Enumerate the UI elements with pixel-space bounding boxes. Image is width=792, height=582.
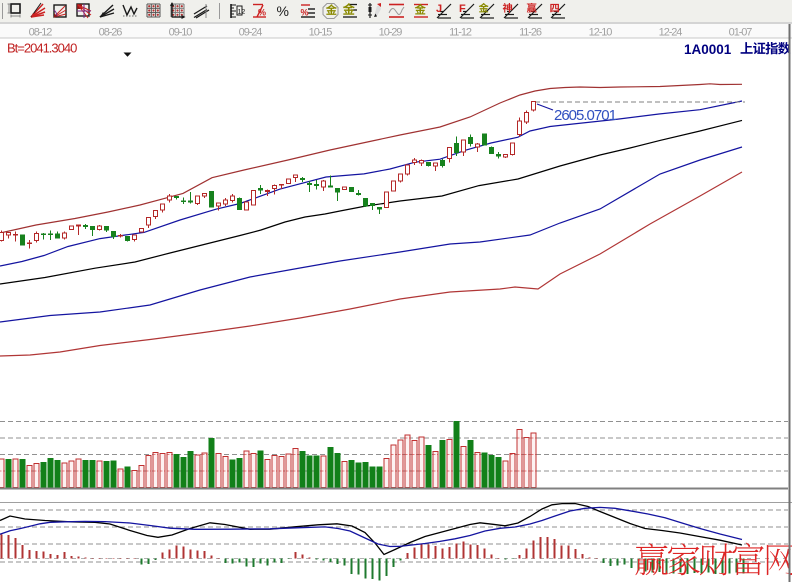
svg-text:10-29: 10-29 (379, 27, 403, 39)
svg-text:12-10: 12-10 (589, 27, 613, 39)
svg-text:1A0001: 1A0001 (684, 42, 732, 57)
svg-text:Bt=2041.3040: Bt=2041.3040 (7, 41, 77, 56)
svg-text:08-26: 08-26 (99, 27, 123, 39)
svg-text:10-15: 10-15 (309, 27, 333, 39)
svg-text:%: % (258, 8, 266, 18)
svg-text:09-10: 09-10 (169, 27, 193, 39)
svg-text:F: F (459, 3, 466, 15)
svg-text:2605.0701: 2605.0701 (554, 107, 617, 124)
svg-text:11-26: 11-26 (519, 27, 542, 39)
svg-text:12: 12 (238, 9, 246, 16)
svg-text:08-12: 08-12 (29, 27, 53, 39)
svg-text:%: % (277, 3, 289, 19)
svg-text:%: % (301, 8, 309, 18)
svg-text:01-07: 01-07 (729, 27, 753, 39)
svg-text:09-24: 09-24 (239, 27, 263, 39)
svg-text:11-12: 11-12 (449, 27, 472, 39)
svg-text:J: J (436, 3, 442, 15)
svg-text:12-24: 12-24 (659, 27, 683, 39)
